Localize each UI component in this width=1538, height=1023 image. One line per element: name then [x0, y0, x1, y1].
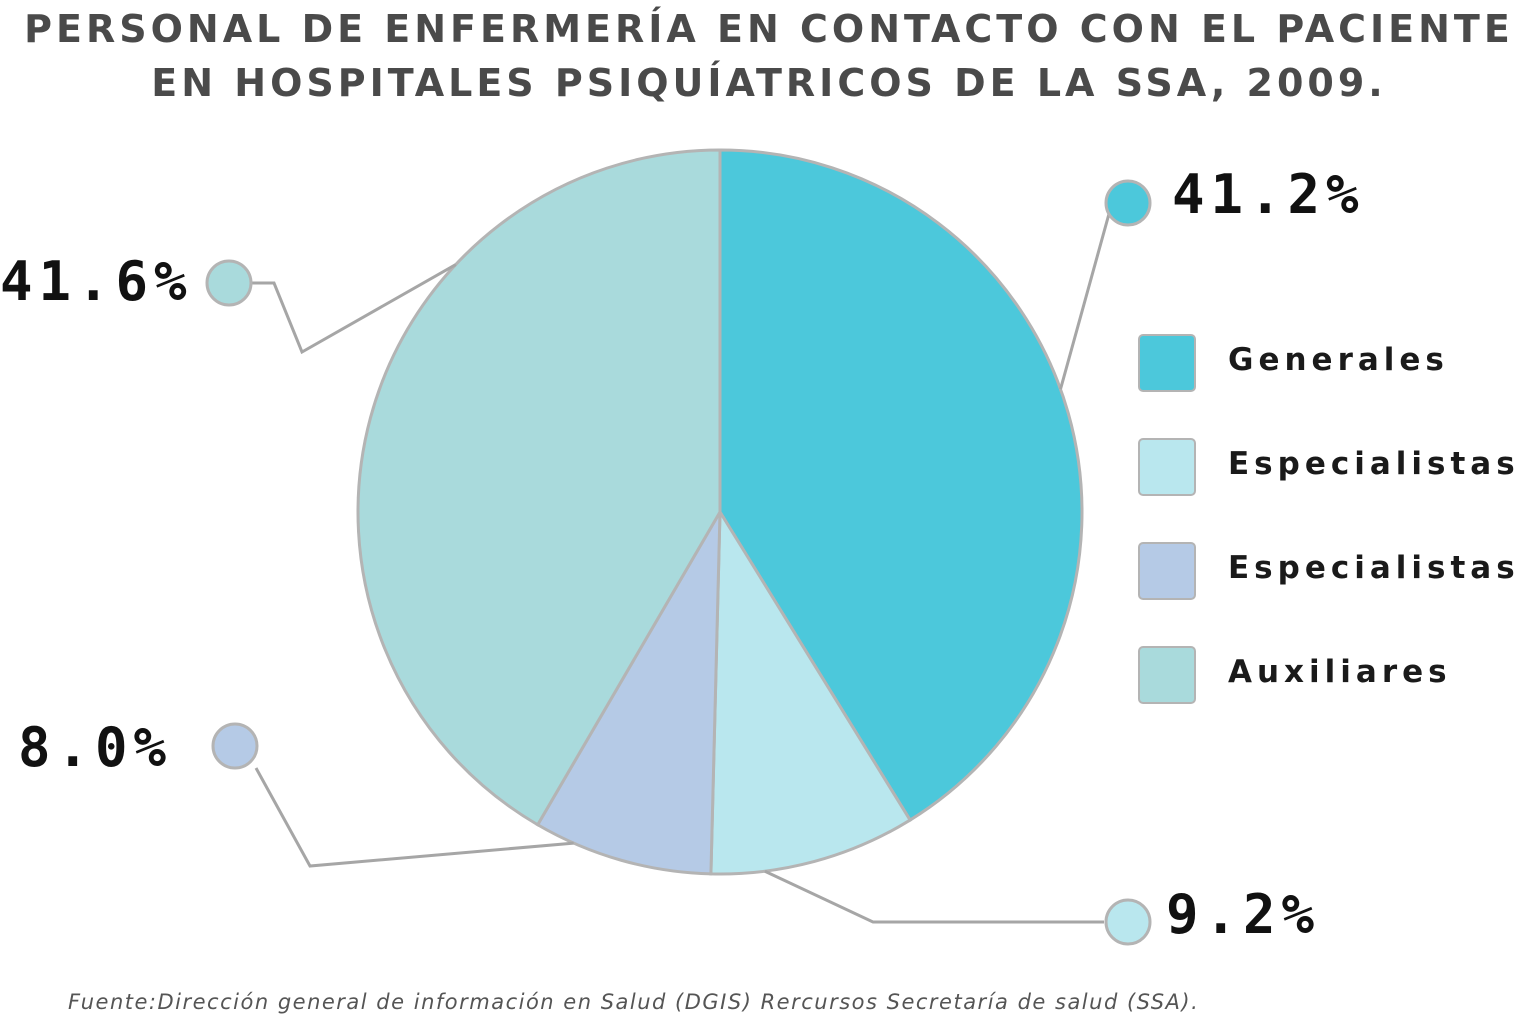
pie-slice-generales-0: [718, 148, 1084, 823]
callout-dot: [211, 722, 259, 770]
legend-swatch: [1138, 438, 1196, 496]
legend-swatch: [1138, 646, 1196, 704]
legend-label: Auxiliares: [1228, 654, 1452, 690]
leader-line: [764, 869, 1104, 924]
legend-swatch: [1138, 334, 1196, 392]
leader-line: [252, 263, 457, 355]
legend-label: Especialistas: [1228, 446, 1520, 482]
legend-item-auxiliares: Auxiliares: [1138, 646, 1538, 750]
legend-item-especialistas-1: Especialistas: [1138, 438, 1538, 542]
leader-line: [254, 767, 574, 868]
callout-dot: [205, 259, 253, 307]
pie-slice-auxiliares-3: [356, 148, 722, 827]
chart-title-line-1: PERSONAL DE ENFERMERÍA EN CONTACTO CON E…: [24, 7, 1514, 51]
data-label: 41.2%: [1172, 163, 1365, 226]
legend-item-generales: Generales: [1138, 334, 1538, 438]
data-label: 8.0%: [18, 716, 172, 779]
chart-title-line-2: EN HOSPITALES PSIQUÍATRICOS DE LA SSA, 2…: [151, 61, 1387, 105]
callout-dot: [1104, 179, 1152, 227]
source-note: Fuente:Dirección general de información …: [68, 990, 1200, 1014]
data-label: 9.2%: [1166, 883, 1320, 946]
legend-item-especialistas-2: Especialistas: [1138, 542, 1538, 646]
pie-slice-especialistas-2: [535, 511, 722, 876]
legend-swatch: [1138, 542, 1196, 600]
data-label: 41.6%: [0, 250, 193, 313]
chart-title: PERSONAL DE ENFERMERÍA EN CONTACTO CON E…: [0, 2, 1538, 110]
legend: Generales Especialistas Especialistas Au…: [1138, 334, 1538, 750]
leader-line: [1059, 202, 1114, 390]
legend-label: Generales: [1228, 342, 1449, 378]
legend-label: Especialistas: [1228, 550, 1520, 586]
callout-dot: [1104, 898, 1152, 946]
pie-slice-especialistas-1: [709, 506, 913, 876]
